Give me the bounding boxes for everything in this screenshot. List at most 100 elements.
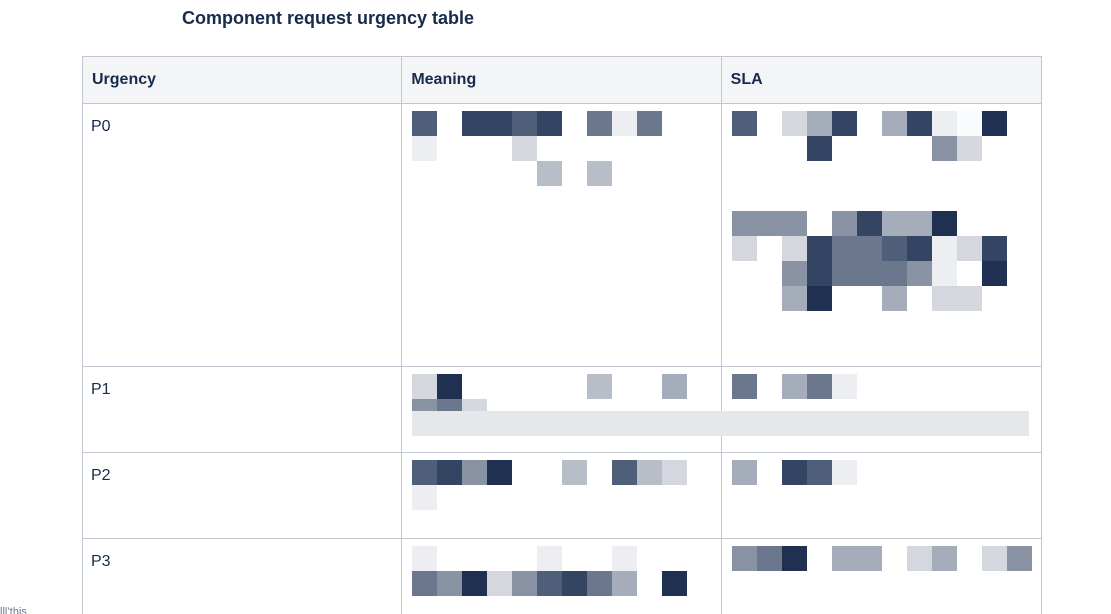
redacted-pixel xyxy=(562,571,588,596)
redacted-pixel xyxy=(856,211,882,236)
sla-cell-redacted xyxy=(720,366,1043,453)
redacted-pixel xyxy=(412,111,438,136)
redacted-pixel xyxy=(731,374,757,399)
redacted-pixel xyxy=(806,460,832,485)
sla-cell-redacted xyxy=(720,103,1043,367)
redacted-pixel xyxy=(512,136,538,161)
redacted-pixel xyxy=(831,374,857,399)
redacted-pixel xyxy=(906,211,932,236)
redacted-pixel xyxy=(881,211,907,236)
redacted-pixel xyxy=(931,111,957,136)
redacted-pixel xyxy=(612,546,638,571)
redacted-pixel xyxy=(612,111,638,136)
redacted-pixel xyxy=(931,286,957,311)
urgency-cell: P3 xyxy=(81,538,403,614)
redacted-pixel xyxy=(806,236,832,261)
urgency-cell: P1 xyxy=(81,366,403,453)
redacted-pixel xyxy=(662,571,688,596)
redacted-pixel xyxy=(931,211,957,236)
redacted-pixel xyxy=(981,546,1007,571)
redacted-pixel xyxy=(881,236,907,261)
redacted-pixel xyxy=(906,261,932,286)
redacted-pixel xyxy=(756,546,782,571)
redacted-pixel xyxy=(756,211,782,236)
redacted-pixel xyxy=(487,111,513,136)
redacted-pixel xyxy=(831,236,857,261)
redacted-pixel xyxy=(412,571,438,596)
redacted-pixel xyxy=(731,111,757,136)
redacted-pixel xyxy=(781,460,807,485)
urgency-table: Urgency Meaning SLA P0 P1 P2 P3 xyxy=(81,56,1043,614)
redacted-pixel xyxy=(856,261,882,286)
redacted-pixel xyxy=(1006,546,1032,571)
redacted-pixel xyxy=(412,136,438,161)
redacted-pixel xyxy=(931,261,957,286)
header-urgency: Urgency xyxy=(81,56,403,104)
redacted-pixel xyxy=(831,111,857,136)
redacted-pixel xyxy=(612,460,638,485)
redacted-pixel xyxy=(931,236,957,261)
redacted-pixel xyxy=(781,286,807,311)
table-row: P1 xyxy=(81,366,1043,453)
meaning-cell-redacted xyxy=(401,366,722,453)
redacted-pixel xyxy=(781,546,807,571)
sla-cell-redacted xyxy=(720,538,1043,614)
meaning-cell-redacted xyxy=(401,103,722,367)
redacted-pixel xyxy=(412,460,438,485)
redacted-pixel xyxy=(956,286,982,311)
redacted-pixel xyxy=(781,261,807,286)
table-row: P3 xyxy=(81,538,1043,614)
redacted-pixel xyxy=(731,236,757,261)
redacted-pixel xyxy=(981,236,1007,261)
urgency-cell: P0 xyxy=(81,103,403,367)
redacted-pixel xyxy=(956,111,982,136)
table-row: P0 xyxy=(81,103,1043,367)
redacted-pixel xyxy=(881,111,907,136)
redacted-pixel xyxy=(537,571,563,596)
redacted-pixel xyxy=(806,286,832,311)
redacted-pixel xyxy=(437,374,463,399)
footer-text-fragment: lll’this xyxy=(0,606,27,614)
redaction-band xyxy=(412,411,1029,436)
redacted-pixel xyxy=(537,161,563,186)
redacted-pixel xyxy=(637,460,663,485)
redacted-pixel xyxy=(831,211,857,236)
redacted-pixel xyxy=(487,460,513,485)
redacted-pixel xyxy=(512,571,538,596)
redacted-pixel xyxy=(437,460,463,485)
redacted-pixel xyxy=(931,546,957,571)
redacted-pixel xyxy=(806,111,832,136)
redacted-pixel xyxy=(881,286,907,311)
redacted-pixel xyxy=(587,374,613,399)
redacted-pixel xyxy=(587,571,613,596)
redacted-pixel xyxy=(462,460,488,485)
table-row: P2 xyxy=(81,452,1043,539)
meaning-cell-redacted xyxy=(401,452,722,539)
redacted-pixel xyxy=(831,546,857,571)
redacted-pixel xyxy=(906,546,932,571)
meaning-cell-redacted xyxy=(401,538,722,614)
redacted-pixel xyxy=(612,571,638,596)
header-row: Urgency Meaning SLA xyxy=(81,56,1043,104)
redacted-pixel xyxy=(831,460,857,485)
redacted-pixel xyxy=(806,136,832,161)
redacted-pixel xyxy=(781,236,807,261)
redacted-pixel xyxy=(412,485,438,510)
redacted-pixel xyxy=(956,236,982,261)
redacted-pixel xyxy=(412,546,438,571)
urgency-cell: P2 xyxy=(81,452,403,539)
redacted-pixel xyxy=(412,374,438,399)
redacted-pixel xyxy=(831,261,857,286)
redacted-pixel xyxy=(781,111,807,136)
redacted-pixel xyxy=(587,161,613,186)
redacted-pixel xyxy=(906,236,932,261)
redacted-pixel xyxy=(662,374,688,399)
redacted-pixel xyxy=(781,374,807,399)
redacted-pixel xyxy=(731,460,757,485)
redacted-pixel xyxy=(662,460,688,485)
redacted-pixel xyxy=(437,571,463,596)
redacted-pixel xyxy=(462,111,488,136)
redacted-pixel xyxy=(731,546,757,571)
redacted-pixel xyxy=(537,111,563,136)
